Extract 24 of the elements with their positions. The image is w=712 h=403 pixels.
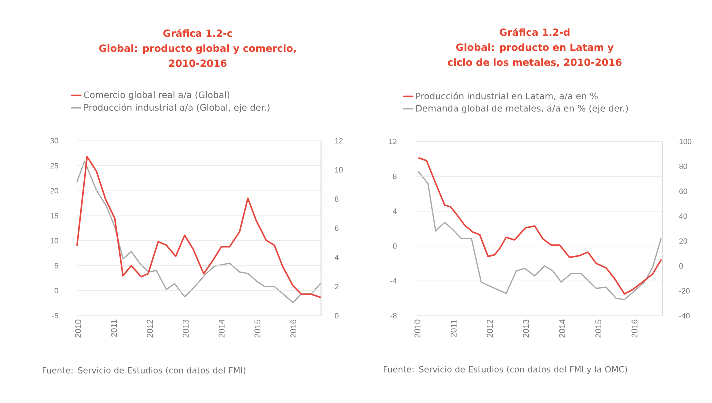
x-tick-label: 2011: [450, 320, 457, 338]
legend-label: Producción industrial en Latam, a/a en %: [416, 92, 598, 100]
source-note: Fuente: Servicio de Estudios (con datos del FMI): [43, 367, 246, 375]
x-tick-label: 2013: [182, 320, 189, 338]
x-tick-label: 2012: [487, 320, 494, 338]
x-tick-label: 2010: [75, 320, 82, 338]
x-tick-label: 2013: [523, 320, 530, 338]
x-tick-label: 2011: [111, 320, 118, 338]
x-tick-label: 2016: [290, 320, 297, 338]
x-tick-label: 2014: [218, 320, 225, 338]
legend-label: Producción industrial a/a (Global, eje der.): [84, 104, 270, 113]
chart-subtitle: Global: producto en Latam y ciclo de los metales, 2010-2016: [448, 44, 622, 68]
legend-label: Demanda global de metales, a/a en % (eje der.): [416, 104, 628, 114]
x-tick-label: 2012: [147, 320, 154, 338]
x-tick-label: 2016: [632, 320, 638, 338]
x-tick-label: 2010: [414, 320, 421, 338]
x-tick-label: 2015: [596, 320, 602, 338]
x-tick-label: 2015: [254, 320, 261, 338]
chart-title: Gráfica 1.2-c: [164, 29, 232, 38]
chart-subtitle: Global: producto global y comercio, 2010-2016: [100, 44, 296, 68]
x-tick-label: 2014: [559, 320, 566, 338]
source-note: Fuente: Servicio de Estudios (con datos del FMI y la OMC): [384, 366, 628, 374]
chart-title: Gráfica 1.2-d: [500, 28, 570, 36]
legend-label: Comercio global real a/a (Global): [84, 92, 230, 100]
